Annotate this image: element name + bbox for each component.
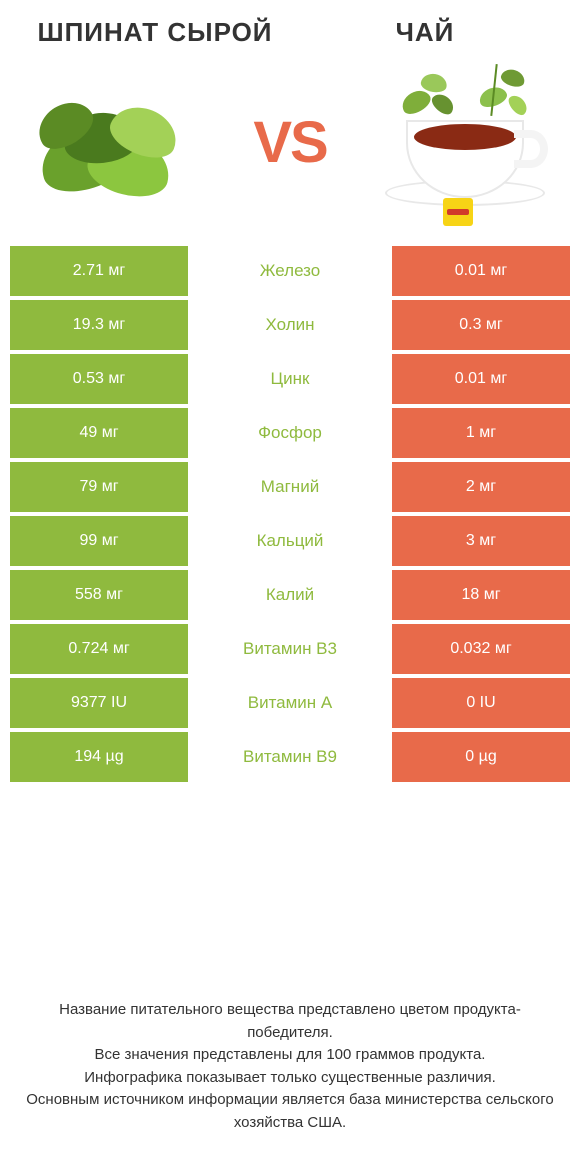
- table-row: 9377 IUВитамин A0 IU: [10, 678, 570, 728]
- left-value-cell: 558 мг: [10, 570, 188, 620]
- footer-line: Все значения представлены для 100 граммо…: [24, 1044, 556, 1067]
- nutrient-label: Железо: [188, 246, 392, 296]
- header-right: ЧАЙ: [290, 18, 560, 48]
- header: ШПИНАТ СЫРОЙ ЧАЙ: [0, 0, 580, 48]
- right-value-cell: 0.01 мг: [392, 246, 570, 296]
- table-row: 2.71 мгЖелезо0.01 мг: [10, 246, 570, 296]
- right-value-cell: 3 мг: [392, 516, 570, 566]
- left-value-cell: 0.724 мг: [10, 624, 188, 674]
- right-value-cell: 2 мг: [392, 462, 570, 512]
- table-row: 194 µgВитамин B90 µg: [10, 732, 570, 782]
- right-value-cell: 0 µg: [392, 732, 570, 782]
- right-value-cell: 0.3 мг: [392, 300, 570, 350]
- left-value-cell: 19.3 мг: [10, 300, 188, 350]
- nutrient-label: Кальций: [188, 516, 392, 566]
- left-value-cell: 0.53 мг: [10, 354, 188, 404]
- left-value-cell: 9377 IU: [10, 678, 188, 728]
- left-title: ШПИНАТ СЫРОЙ: [20, 18, 290, 48]
- right-title: ЧАЙ: [290, 18, 560, 48]
- footer-line: Инфографика показывает только существенн…: [24, 1067, 556, 1090]
- left-value-cell: 49 мг: [10, 408, 188, 458]
- table-row: 49 мгФосфор1 мг: [10, 408, 570, 458]
- nutrient-label: Холин: [188, 300, 392, 350]
- comparison-table: 2.71 мгЖелезо0.01 мг19.3 мгХолин0.3 мг0.…: [0, 246, 580, 786]
- vs-label: VS: [253, 109, 326, 176]
- nutrient-label: Витамин B3: [188, 624, 392, 674]
- table-row: 558 мгКалий18 мг: [10, 570, 570, 620]
- infographic-container: ШПИНАТ СЫРОЙ ЧАЙ VS: [0, 0, 580, 1174]
- nutrient-label: Калий: [188, 570, 392, 620]
- footer-notes: Название питательного вещества представл…: [0, 967, 580, 1174]
- images-row: VS: [0, 48, 580, 246]
- right-image: [370, 58, 560, 228]
- right-value-cell: 0.01 мг: [392, 354, 570, 404]
- header-left: ШПИНАТ СЫРОЙ: [20, 18, 290, 48]
- spinach-icon: [30, 83, 200, 203]
- left-image: [20, 58, 210, 228]
- footer-line: Основным источником информации является …: [24, 1089, 556, 1134]
- right-value-cell: 0 IU: [392, 678, 570, 728]
- nutrient-label: Витамин A: [188, 678, 392, 728]
- footer-line: Название питательного вещества представл…: [24, 999, 556, 1044]
- left-value-cell: 194 µg: [10, 732, 188, 782]
- table-row: 19.3 мгХолин0.3 мг: [10, 300, 570, 350]
- nutrient-label: Магний: [188, 462, 392, 512]
- table-row: 99 мгКальций3 мг: [10, 516, 570, 566]
- right-value-cell: 1 мг: [392, 408, 570, 458]
- right-value-cell: 18 мг: [392, 570, 570, 620]
- table-row: 0.53 мгЦинк0.01 мг: [10, 354, 570, 404]
- tea-icon: [375, 58, 555, 228]
- left-value-cell: 2.71 мг: [10, 246, 188, 296]
- nutrient-label: Цинк: [188, 354, 392, 404]
- table-row: 79 мгМагний2 мг: [10, 462, 570, 512]
- nutrient-label: Витамин B9: [188, 732, 392, 782]
- table-row: 0.724 мгВитамин B30.032 мг: [10, 624, 570, 674]
- right-value-cell: 0.032 мг: [392, 624, 570, 674]
- left-value-cell: 79 мг: [10, 462, 188, 512]
- left-value-cell: 99 мг: [10, 516, 188, 566]
- nutrient-label: Фосфор: [188, 408, 392, 458]
